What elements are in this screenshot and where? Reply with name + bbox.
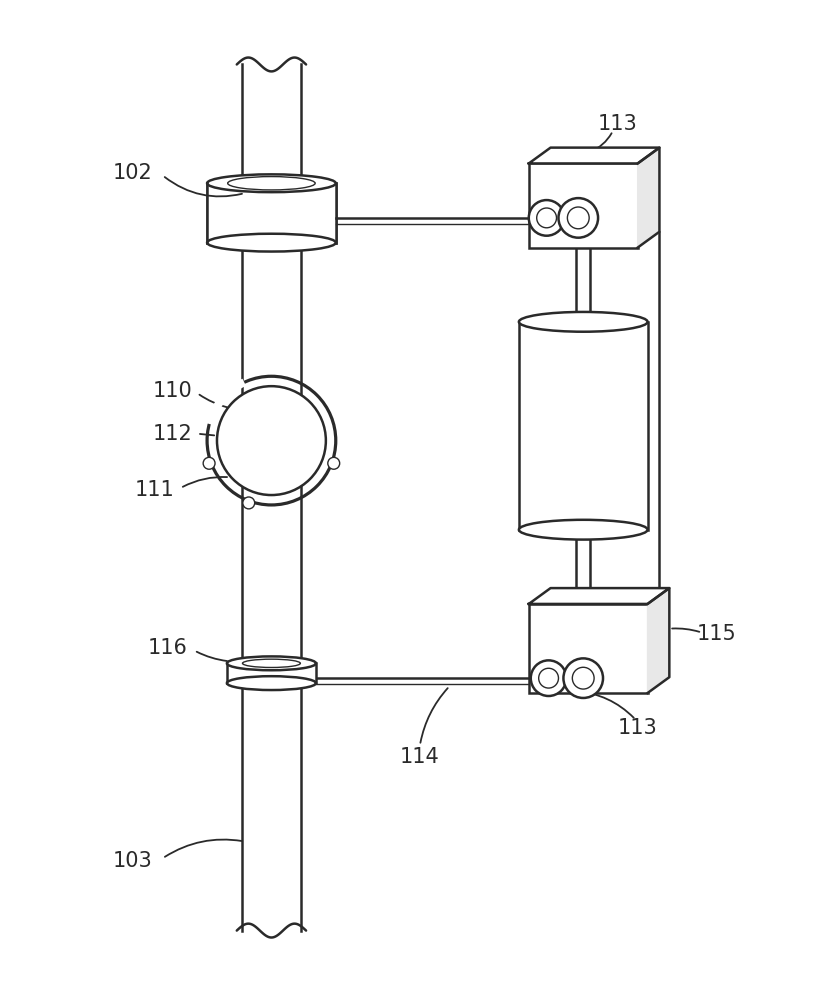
Polygon shape xyxy=(637,148,658,248)
Text: 113: 113 xyxy=(597,114,637,134)
Ellipse shape xyxy=(227,656,315,670)
Bar xyxy=(528,604,647,693)
Ellipse shape xyxy=(518,312,647,332)
Text: 115: 115 xyxy=(696,624,735,644)
Ellipse shape xyxy=(207,174,335,192)
Circle shape xyxy=(530,660,566,696)
Circle shape xyxy=(558,198,597,238)
Text: 111: 111 xyxy=(134,480,174,500)
Ellipse shape xyxy=(227,676,315,690)
Text: 102: 102 xyxy=(113,163,152,183)
Text: 110: 110 xyxy=(152,381,192,401)
Circle shape xyxy=(203,457,215,469)
Text: 113: 113 xyxy=(617,718,657,738)
Polygon shape xyxy=(528,588,668,604)
Text: 114: 114 xyxy=(400,747,439,767)
Text: 103: 103 xyxy=(113,851,152,871)
Ellipse shape xyxy=(518,520,647,540)
Bar xyxy=(528,163,637,248)
Bar xyxy=(207,183,335,243)
Circle shape xyxy=(328,457,339,469)
Ellipse shape xyxy=(207,234,335,252)
Polygon shape xyxy=(528,148,658,163)
Circle shape xyxy=(528,200,563,236)
Circle shape xyxy=(217,386,325,495)
Circle shape xyxy=(242,497,255,509)
Polygon shape xyxy=(647,588,668,693)
Bar xyxy=(518,322,647,530)
Bar xyxy=(227,663,315,683)
Text: 116: 116 xyxy=(147,638,188,658)
Circle shape xyxy=(563,658,602,698)
Text: 112: 112 xyxy=(152,424,192,444)
